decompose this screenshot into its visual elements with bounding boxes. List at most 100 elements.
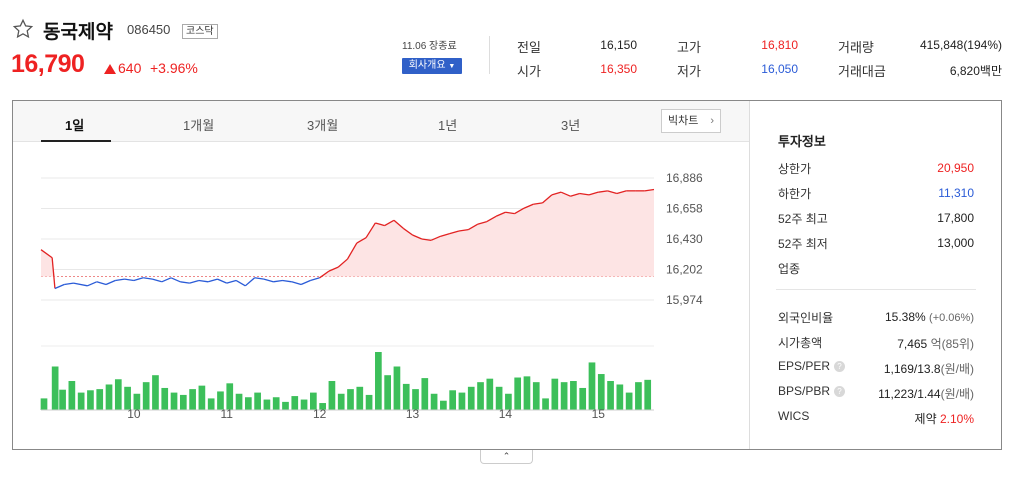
price-line-segment xyxy=(384,219,395,227)
big-chart-label: 빅차트 xyxy=(668,115,699,127)
volume-bar xyxy=(412,389,419,410)
low-value: 16,050 xyxy=(761,62,798,76)
volume-bar xyxy=(579,387,587,410)
upper-limit-label: 상한가 xyxy=(778,162,812,176)
price-line-segment xyxy=(337,258,348,268)
wics-sector[interactable]: 제약 xyxy=(914,412,937,426)
y-tick-label: 16,202 xyxy=(666,263,703,277)
tab-3year[interactable]: 3년 xyxy=(561,118,581,133)
bps-pbr-value: 11,223/1.44(원/배) xyxy=(878,385,974,402)
prev-close-value: 16,150 xyxy=(600,38,637,52)
up-triangle-icon xyxy=(104,64,116,74)
volume-bar xyxy=(635,382,642,410)
foreign-ratio-label: 외국인비율 xyxy=(778,311,834,325)
price-line-segment xyxy=(514,207,525,215)
y-tick-label: 16,430 xyxy=(666,232,703,246)
volume-bar xyxy=(96,389,104,410)
price-line-segment xyxy=(449,230,460,235)
price-line-segment xyxy=(319,270,330,279)
price-line-segment xyxy=(440,233,450,237)
price-line-segment xyxy=(570,192,580,197)
volume-bar xyxy=(310,392,317,410)
price-line-segment xyxy=(51,257,56,289)
volume-bar xyxy=(133,393,141,410)
volume-bar xyxy=(588,362,596,410)
big-chart-button[interactable]: 빅차트 › xyxy=(661,109,721,133)
volume-bar xyxy=(505,393,512,410)
price-line-segment xyxy=(133,277,144,282)
volume-bar xyxy=(356,386,364,410)
active-tab-indicator xyxy=(41,140,111,142)
high-52w-value: 17,800 xyxy=(937,211,974,225)
volume-bar xyxy=(393,366,401,410)
stock-name: 동국제약 xyxy=(43,22,113,43)
wics-rate: 2.10% xyxy=(939,412,974,426)
volume-value: 415,848(194%) xyxy=(919,38,1002,52)
caret-down-icon: ▼ xyxy=(448,63,456,70)
volume-bar xyxy=(263,399,271,410)
volume-bar xyxy=(198,385,206,410)
company-overview-button[interactable]: 회사개요 ▼ xyxy=(402,58,462,74)
open-value: 16,350 xyxy=(600,62,637,76)
price-line-segment xyxy=(402,227,413,236)
favorite-star-icon[interactable] xyxy=(12,18,34,40)
foreign-ratio-value: 15.38% (+0.06%) xyxy=(885,310,974,324)
tab-3month[interactable]: 3개월 xyxy=(307,118,339,133)
change-rate: +3.96% xyxy=(150,60,198,76)
volume-bar xyxy=(207,398,215,410)
volume-bar xyxy=(421,378,429,410)
price-line-segment xyxy=(180,281,190,284)
price-line-segment xyxy=(152,278,162,283)
volume-bar xyxy=(486,378,494,410)
price-line-segment xyxy=(328,266,339,272)
price-line-segment xyxy=(560,191,571,197)
volume-bar xyxy=(495,386,503,410)
chevron-right-icon: › xyxy=(710,115,714,127)
tab-1month[interactable]: 1개월 xyxy=(183,118,215,133)
foreign-ratio-change: (+0.06%) xyxy=(929,312,974,324)
wics-value: 제약 2.10% xyxy=(915,410,974,427)
price-line-segment xyxy=(300,279,311,286)
price-line-segment xyxy=(226,279,237,284)
price-line-segment xyxy=(170,277,181,283)
volume-bar xyxy=(616,384,624,410)
volume-bar xyxy=(523,376,531,410)
volume-bar xyxy=(77,392,85,410)
price-line-segment xyxy=(198,279,209,283)
eps-per-unit: (원/배) xyxy=(940,362,974,376)
eps-per-label: EPS/PER? xyxy=(778,359,846,373)
volume-bar xyxy=(59,389,66,410)
price-line-segment xyxy=(217,278,228,284)
price-line-segment xyxy=(644,188,655,192)
price-line-segment xyxy=(421,238,432,241)
help-icon[interactable]: ? xyxy=(834,386,846,397)
chevron-up-icon: ⌃ xyxy=(502,451,511,461)
volume-bar xyxy=(467,386,475,410)
volume-bar xyxy=(365,394,373,410)
volume-bar xyxy=(142,382,150,410)
volume-bar xyxy=(282,401,289,410)
volume-bar xyxy=(319,403,326,410)
tab-1year[interactable]: 1년 xyxy=(438,118,458,133)
price-line-segment xyxy=(64,282,74,286)
price-line-segment xyxy=(115,278,125,282)
price-line-segment xyxy=(467,223,478,231)
industry-label: 업종 xyxy=(778,262,801,276)
price-line-segment xyxy=(505,211,515,215)
price-line-segment xyxy=(244,277,256,287)
tab-1day[interactable]: 1일 xyxy=(65,118,85,133)
collapse-toggle[interactable]: ⌃ xyxy=(480,450,533,464)
price-line-segment xyxy=(235,279,246,287)
price-line-segment xyxy=(263,278,274,283)
price-line-segment xyxy=(143,277,153,280)
volume-bar xyxy=(68,381,76,410)
chart-panel: 1일 1개월 3개월 1년 3년 빅차트 › 16,886 16,658 16,430… xyxy=(12,100,1002,450)
price-line-segment xyxy=(356,237,367,244)
price-line-segment xyxy=(273,279,283,283)
price-line-segment xyxy=(189,279,200,284)
volume-bar xyxy=(114,379,122,410)
help-icon[interactable]: ? xyxy=(834,361,846,372)
market-status: 11.06 장종료 xyxy=(402,41,457,52)
price-line-segment xyxy=(282,279,292,283)
volume-bar xyxy=(607,381,614,410)
